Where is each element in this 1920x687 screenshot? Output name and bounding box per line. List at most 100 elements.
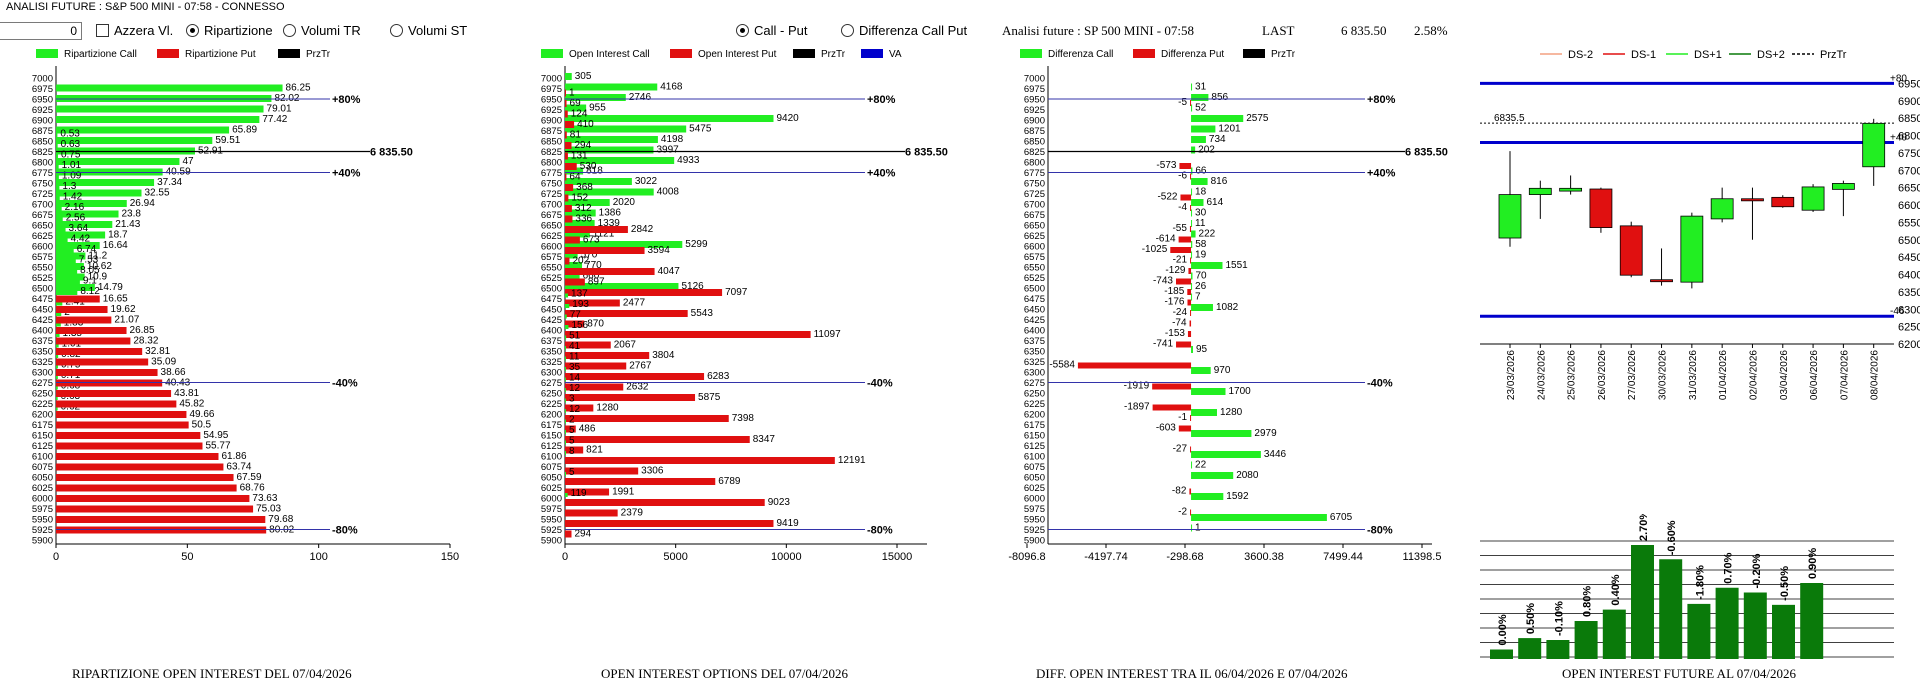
call-bar: [565, 230, 590, 238]
call-bar-label: 570: [581, 250, 598, 261]
strike-label: 6050: [32, 473, 53, 484]
strike-label: 6525: [32, 273, 53, 284]
candle-body: [1589, 188, 1613, 228]
candle-body: [1528, 187, 1552, 195]
oi-bar: [1518, 638, 1542, 659]
small-bar-label: 1.3: [62, 181, 76, 192]
call-bar-label: 10.9: [88, 272, 108, 283]
strike-label: 6500: [1024, 284, 1045, 295]
strike-label: 6750: [541, 179, 562, 190]
put-bar-label: -1919: [1124, 381, 1150, 392]
radio-ripartizione[interactable]: [186, 24, 199, 37]
put-bar-label: 45.82: [179, 399, 204, 410]
put-bar-label: 1280: [596, 403, 619, 414]
put-bar: [1190, 310, 1192, 316]
small-call-bar-label: 5: [569, 425, 575, 436]
legend-label: Differenza Call: [1048, 49, 1113, 60]
call-bar: [565, 146, 654, 154]
call-bar: [56, 105, 264, 113]
call-bar: [56, 252, 86, 260]
put-bar-label: 67.59: [237, 472, 262, 483]
small-call-bar: [565, 398, 566, 403]
percent-label: -80%: [332, 525, 358, 537]
call-bar: [565, 136, 658, 143]
radio-volumi-tr[interactable]: [283, 24, 296, 37]
put-bar: [1190, 446, 1192, 453]
legend-swatch: [157, 49, 179, 58]
strike-label: 6100: [32, 452, 53, 463]
call-bar-label: 3022: [635, 176, 658, 187]
call-bar-label: 70: [1195, 271, 1207, 282]
strike-label: 6675: [32, 210, 53, 221]
call-bar-label: 26: [1195, 281, 1207, 292]
put-bar-label: 2379: [621, 508, 644, 519]
chart-candlestick: DS-2 DS-1 DS+1 DS+2 PrzTr 6950 6900 6850 6800 675…: [1480, 49, 1920, 400]
candle-body: [1710, 198, 1734, 220]
put-bar: [565, 320, 585, 328]
call-bar: [1191, 451, 1261, 458]
strike-label: 6200: [541, 410, 562, 421]
put-bar-label: -153: [1165, 328, 1185, 339]
strike-label: 6650: [32, 221, 53, 232]
small-call-bar-label: 35: [569, 362, 581, 373]
call-bar: [1191, 304, 1213, 311]
small-bar: [56, 143, 58, 148]
strike-label: 6300: [32, 368, 53, 379]
call-bar-label: 1082: [1216, 302, 1239, 313]
strike-label: 6950: [32, 95, 53, 106]
put-bar: [1175, 278, 1192, 285]
date-label: 02/04/2026: [1748, 350, 1759, 400]
put-bar: [56, 495, 250, 502]
put-bar: [565, 425, 576, 433]
call-bar: [1191, 178, 1208, 185]
put-bar: [565, 247, 645, 254]
put-bar: [56, 400, 177, 408]
legend-label: DS+2: [1757, 49, 1785, 61]
radio-volumi-st[interactable]: [390, 24, 403, 37]
call-bar: [565, 209, 596, 217]
put-bar: [56, 295, 100, 303]
call-bar: [1191, 115, 1244, 122]
call-bar: [1191, 94, 1209, 101]
strike-label: 6175: [541, 420, 562, 431]
put-bar: [565, 383, 624, 391]
put-bar-label: 68.76: [240, 483, 265, 494]
put-bar-label: 75.03: [256, 504, 281, 515]
strike-label: 6950: [541, 95, 562, 106]
small-bar-label: 7.53: [79, 255, 99, 266]
put-bar-label: -6: [1178, 171, 1187, 182]
azzera-checkbox[interactable]: [96, 24, 109, 37]
strike-label: 6625: [1024, 231, 1045, 242]
radio-differenza[interactable]: [841, 24, 854, 37]
radio-call-put[interactable]: [736, 24, 749, 37]
call-bar-label: 4198: [661, 134, 684, 145]
strike-label: 6525: [1024, 273, 1045, 284]
strike-label: 5950: [32, 515, 53, 526]
small-bar-label: 1.01: [62, 160, 82, 171]
number-input[interactable]: 0: [0, 22, 82, 40]
strike-label: 6250: [541, 389, 562, 400]
strike-label: 6275: [541, 378, 562, 389]
percent-label: +40%: [1367, 168, 1396, 180]
put-bar: [1190, 257, 1192, 264]
put-bar: [1190, 509, 1192, 516]
small-call-bar-label: 193: [572, 299, 589, 310]
legend-swatch: [1243, 49, 1265, 58]
put-bar: [1190, 100, 1192, 106]
put-bar-label: -5: [1178, 97, 1187, 108]
call-bar-label: 22: [1195, 460, 1207, 471]
strike-label: 6350: [1024, 347, 1045, 358]
strike-label: 5925: [541, 525, 562, 536]
call-bar-label: 5475: [689, 124, 712, 135]
small-call-bar: [565, 430, 566, 434]
x-tick-label: 150: [441, 551, 459, 563]
legend-label: PrzTr: [1820, 49, 1847, 61]
strike-label: 6000: [32, 494, 53, 505]
put-bar: [1189, 226, 1192, 232]
put-bar-label: -1025: [1142, 244, 1168, 255]
put-bar: [1178, 425, 1192, 432]
call-bar-label: 2080: [1236, 470, 1259, 481]
put-bar: [1188, 268, 1192, 274]
put-bar-label: 9419: [776, 518, 799, 529]
put-bar: [1152, 404, 1192, 411]
